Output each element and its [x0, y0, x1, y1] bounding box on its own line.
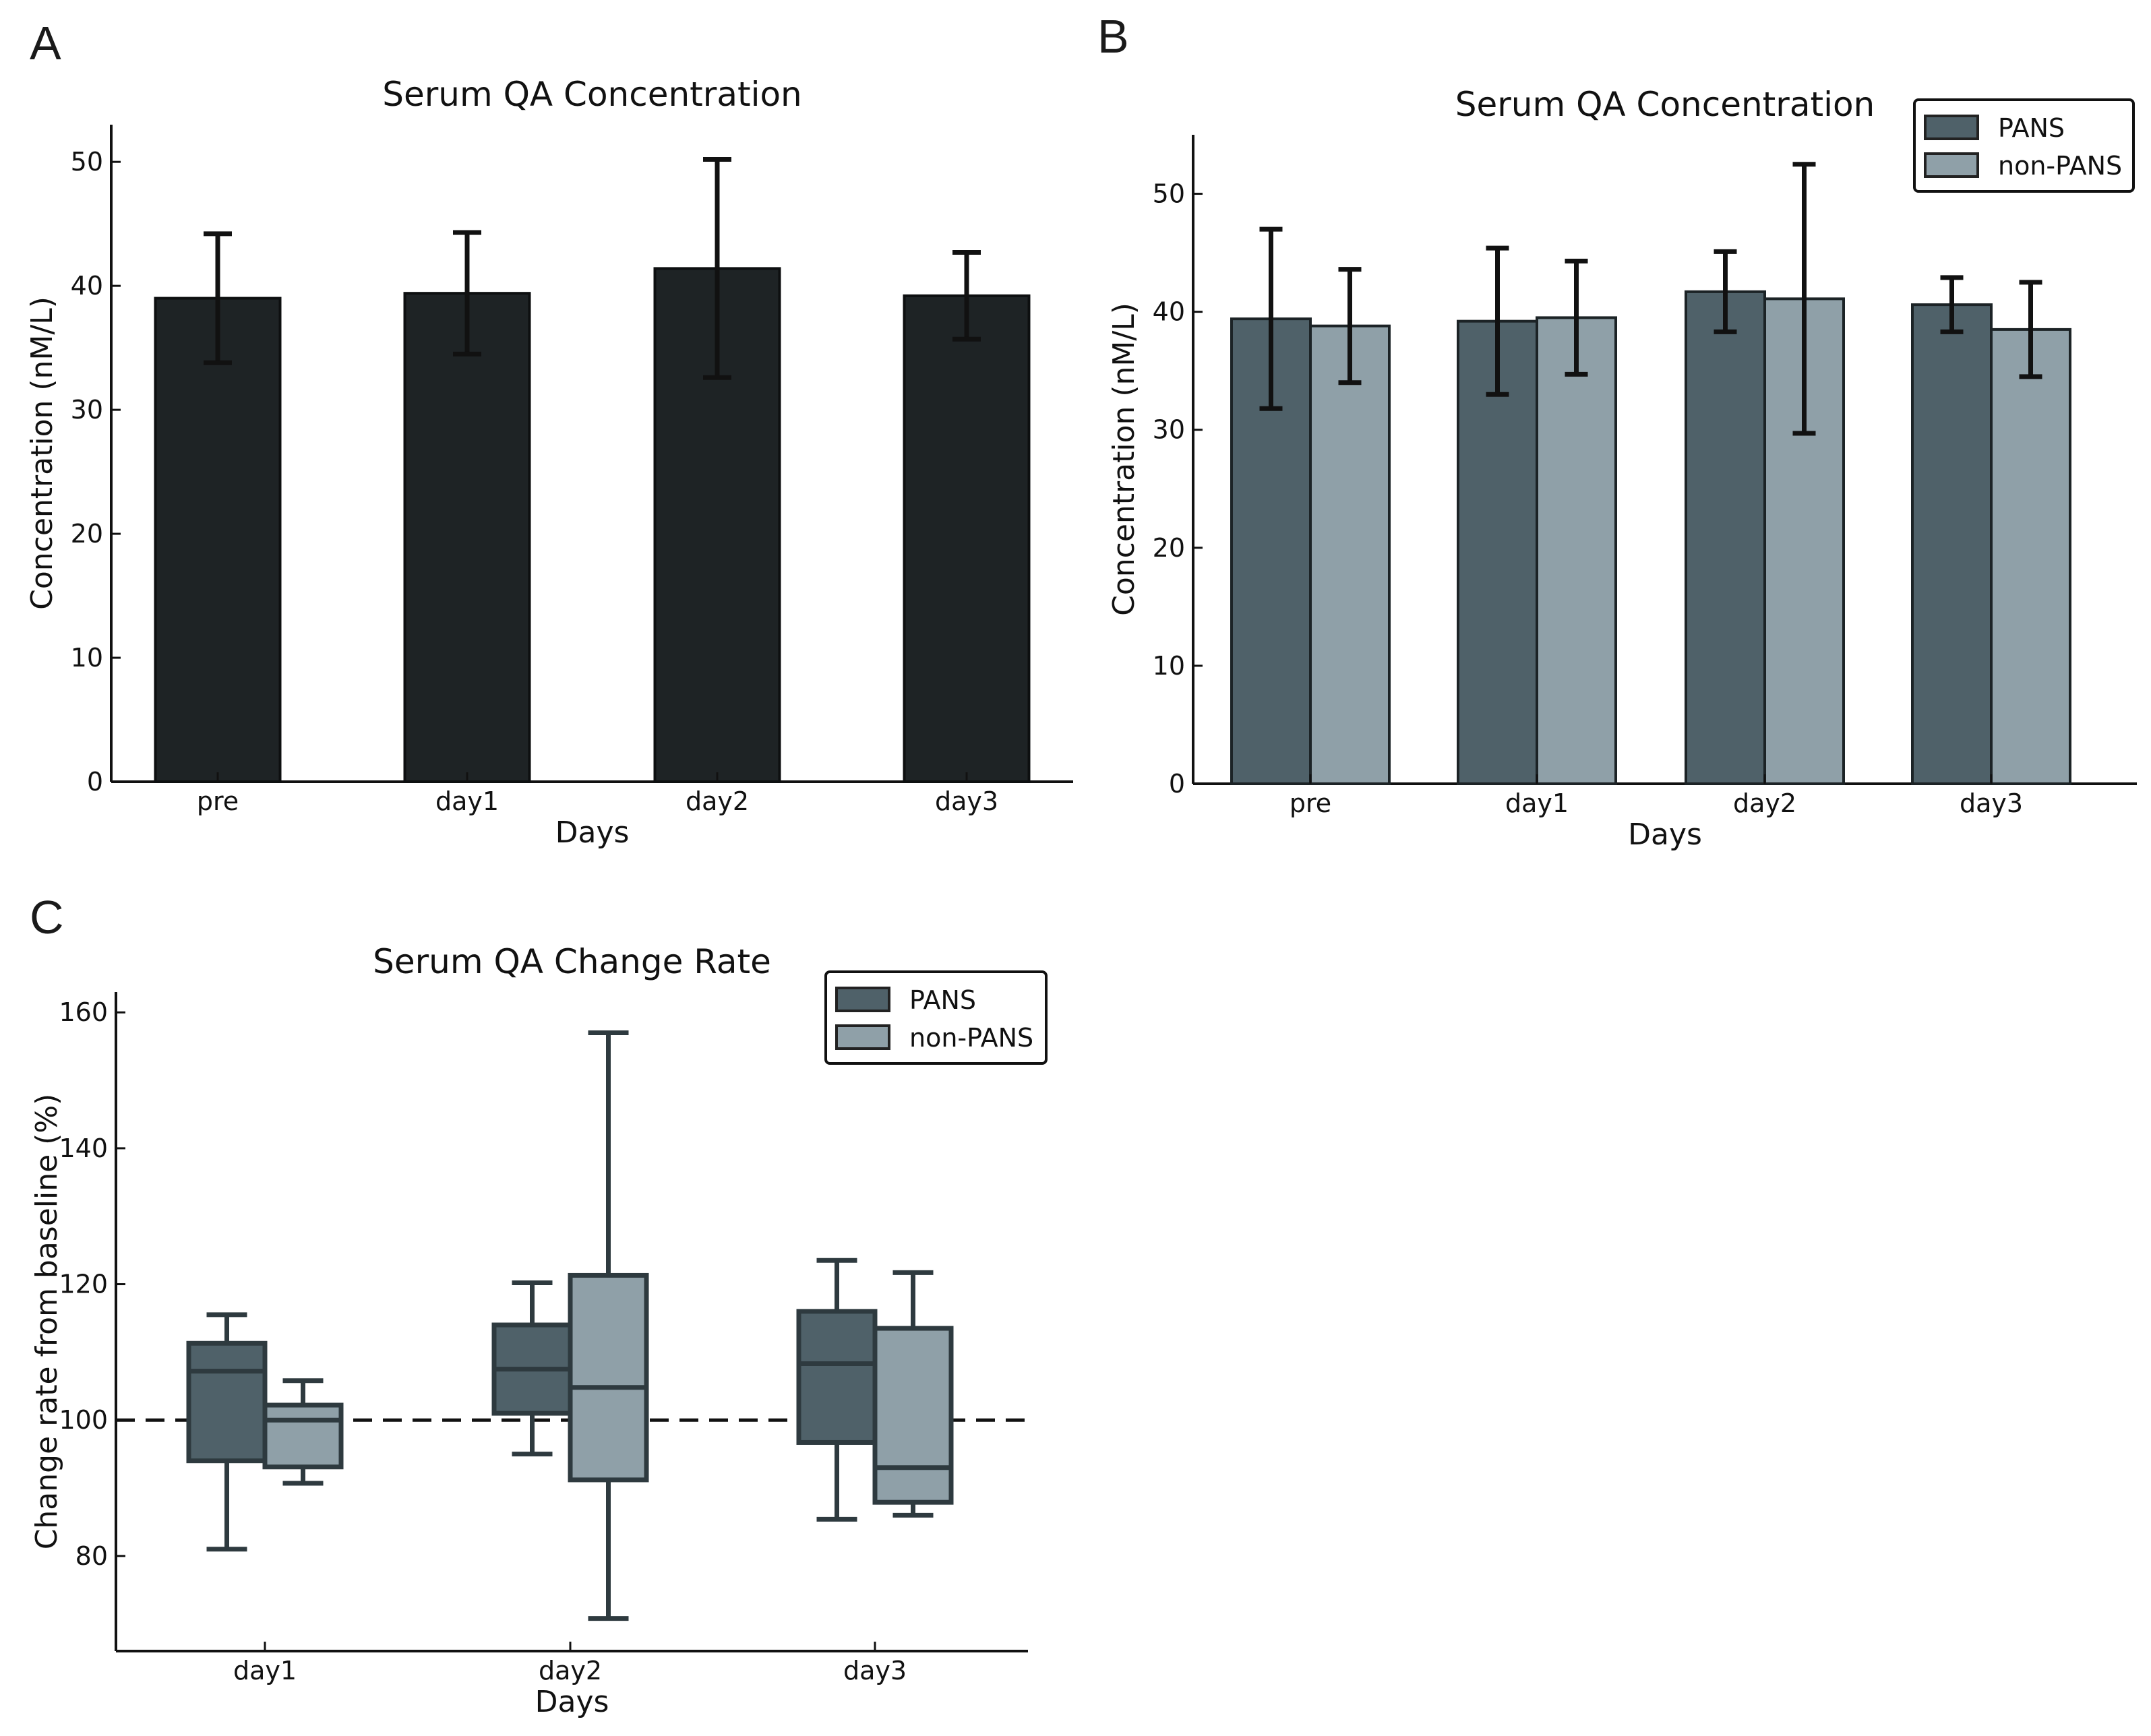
panel-letter-a: A [30, 17, 61, 69]
panel-a-bar [403, 292, 531, 784]
panel-a-x-tick-label: day3 [935, 786, 998, 816]
panel-a-x-tick-label: pre [197, 786, 239, 816]
panel-b-y-tick-label: 10 [1153, 651, 1185, 681]
panel-b-legend-swatch [1924, 115, 1979, 140]
panel-b-y-tick-label: 30 [1153, 415, 1185, 445]
panel-b-bar [1911, 303, 1993, 785]
panel-c-box [796, 1309, 878, 1445]
panel-b-y-tick-label: 0 [1169, 769, 1185, 799]
panel-letter-b: B [1097, 10, 1129, 63]
panel-b-y-tick-label: 20 [1153, 533, 1185, 563]
panel-c-x-tick-label: day1 [233, 1656, 297, 1685]
panel-b-x-tick-label: pre [1290, 788, 1331, 818]
panel-b-x-axis-label: Days [1628, 817, 1702, 852]
panel-b-bar [1685, 290, 1766, 785]
panel-b-x-tick-label: day2 [1733, 788, 1796, 818]
panel-c-box [568, 1272, 649, 1483]
panel-c-title: Serum QA Change Rate [373, 942, 771, 981]
panel-c-box [872, 1326, 954, 1505]
panel-c-legend-swatch [835, 1024, 890, 1050]
panel-a-y-axis-label: Concentration (nM/L) [25, 297, 59, 610]
panel-c-y-axis-label: Change rate from baseline (%) [30, 1094, 64, 1550]
panel-a-bar-chart: 0 10 20 30 40 50 Serum QA Concentration Days Con… [25, 75, 1073, 850]
panel-a-bar [903, 294, 1031, 783]
panel-b-y-axis-label: Concentration (nM/L) [1107, 303, 1141, 616]
panel-a-y-tick-label: 40 [71, 271, 103, 301]
panel-a-x-tick-label: day1 [435, 786, 499, 816]
panel-c-y-tick-label: 160 [59, 997, 108, 1027]
panel-c-box [186, 1340, 268, 1464]
panel-c-box [262, 1402, 344, 1470]
panel-b-legend-swatch [1924, 152, 1979, 178]
panel-b-legend-label: PANS [1998, 113, 2065, 143]
panel-a-bar [154, 297, 282, 783]
panel-a-y-tick-label: 10 [71, 643, 103, 673]
panel-a-x-axis-label: Days [555, 815, 630, 850]
panel-c-x-tick-label: day2 [539, 1656, 602, 1685]
panel-c-y-tick-label: 100 [59, 1405, 108, 1435]
panel-c-x-axis-label: Days [535, 1685, 609, 1719]
panel-c-y-tick-label: 80 [75, 1541, 108, 1571]
panel-b-title: Serum QA Concentration [1455, 85, 1875, 124]
panel-c-x-tick-label: day3 [843, 1656, 907, 1685]
panel-a-y-tick-label: 30 [71, 395, 103, 425]
panel-b-bar [1309, 324, 1391, 785]
panel-b-bar [1990, 328, 2071, 785]
panel-a-title: Serum QA Concentration [382, 75, 802, 114]
panel-b-grouped-bar-chart: 0 10 20 30 40 50 Serum QA Concentration Days Con… [1107, 85, 2137, 852]
panel-b-bar [1536, 316, 1617, 785]
panel-a-y-tick-label: 20 [71, 519, 103, 549]
panel-b-x-tick-label: day1 [1505, 788, 1569, 818]
panel-c-y-tick-label: 140 [59, 1134, 108, 1163]
panel-b-legend-label: non-PANS [1998, 151, 2122, 181]
panel-c-box-plot: 80 100 120 140 160 Serum QA Change Rate Days Ch… [30, 942, 1048, 1719]
panel-c-legend-label: non-PANS [909, 1023, 1033, 1053]
panel-b-x-tick-label: day3 [1960, 788, 2023, 818]
panel-c-legend-swatch [835, 987, 890, 1012]
panel-c-y-tick-label: 120 [59, 1270, 108, 1299]
panel-a-y-tick-label: 0 [87, 767, 103, 797]
panel-a-y-tick-label: 50 [71, 147, 103, 177]
panel-letter-c: C [30, 891, 64, 943]
panel-a-x-tick-label: day2 [686, 786, 749, 816]
panel-b-bar [1457, 319, 1538, 786]
panel-b-y-tick-label: 40 [1153, 297, 1185, 327]
panel-c-legend-label: PANS [909, 985, 976, 1015]
panel-b-y-tick-label: 50 [1153, 179, 1185, 209]
